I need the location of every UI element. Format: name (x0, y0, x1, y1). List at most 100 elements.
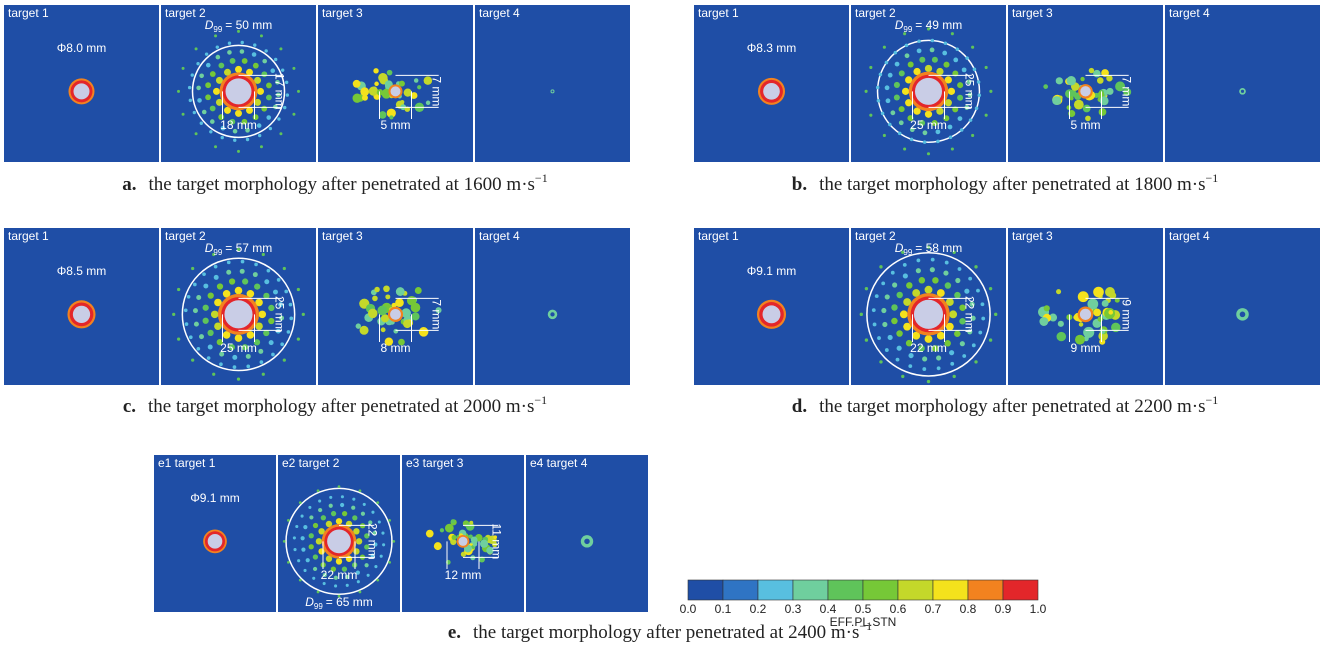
strain-spot (323, 582, 326, 585)
colorbar-tick: 0.6 (890, 602, 907, 616)
strain-spot (233, 139, 236, 142)
strain-spot (1240, 312, 1246, 318)
strain-spot (388, 519, 391, 522)
strain-spot (922, 356, 927, 361)
figure: target 1Φ8.0 mmtarget 2D99= 50 mm17 mm18… (0, 0, 1321, 652)
strain-spot (336, 518, 342, 524)
strain-spot (318, 508, 322, 512)
strain-spot (950, 362, 954, 366)
strain-spot (313, 554, 318, 559)
strain-spot (284, 290, 288, 294)
strain-spot (942, 51, 947, 56)
caption-text: the target morphology after penetrated a… (819, 174, 1205, 195)
strain-spot (892, 282, 897, 287)
strain-spot (879, 265, 882, 268)
strain-spot (73, 306, 90, 323)
target-title: target 1 (698, 229, 739, 243)
strain-spot (262, 373, 265, 376)
strain-spot (283, 540, 286, 543)
colorbar-swatch (828, 580, 863, 600)
strain-spot (411, 303, 421, 313)
strain-spot (336, 558, 342, 564)
diameter-subscript: 99 (314, 602, 323, 611)
strain-spot (240, 49, 245, 54)
strain-spot (399, 81, 405, 87)
strain-spot (211, 311, 219, 319)
target-title: target 4 (1169, 229, 1210, 243)
diameter-symbol: D (205, 18, 214, 32)
strain-spot (957, 82, 963, 88)
strain-spot (895, 62, 900, 67)
diameter-value: = 50 mm (225, 18, 272, 32)
strain-spot (210, 106, 216, 112)
strain-spot (458, 537, 467, 546)
strain-spot (1105, 287, 1115, 297)
strain-spot (233, 365, 237, 369)
strain-spot (191, 73, 194, 76)
caption-label: a. (122, 174, 136, 195)
colorbar-tick: 0.4 (820, 602, 837, 616)
strain-spot (450, 539, 456, 545)
strain-spot (1080, 309, 1091, 320)
strain-spot (373, 68, 378, 73)
target-panel (1008, 5, 1163, 162)
strain-spot (340, 503, 344, 507)
strain-spot (364, 563, 368, 567)
strain-spot (283, 267, 286, 270)
strain-spot (860, 313, 863, 316)
strain-spot (978, 93, 982, 97)
strain-spot (953, 58, 958, 63)
strain-spot (1100, 96, 1109, 105)
strain-spot (260, 34, 263, 37)
strain-spot (185, 322, 189, 326)
strain-spot (885, 85, 890, 90)
strain-spot (969, 118, 973, 122)
colorbar-swatch (898, 580, 933, 600)
strain-spot (289, 317, 293, 321)
strain-spot (208, 345, 213, 350)
strain-spot (434, 542, 442, 550)
strain-spot (196, 62, 199, 65)
strain-spot (184, 308, 188, 312)
strain-spot (316, 538, 322, 544)
strain-spot (763, 305, 781, 323)
horizontal-dimension: 5 mm (381, 118, 411, 132)
strain-spot (473, 542, 477, 546)
target-title: target 3 (1012, 229, 1053, 243)
target-title: target 1 (698, 6, 739, 20)
strain-spot (426, 530, 434, 538)
strain-spot (480, 540, 488, 548)
strain-spot (203, 305, 209, 311)
strain-spot (989, 90, 992, 93)
strain-spot (352, 498, 355, 501)
strain-spot (253, 272, 258, 277)
strain-spot (411, 312, 419, 320)
strain-spot (297, 559, 300, 562)
target-title: target 4 (1169, 6, 1210, 20)
strain-spot (445, 524, 454, 533)
strain-spot (309, 544, 314, 549)
strain-spot (902, 88, 909, 95)
colorbar-tick: 0.7 (925, 602, 942, 616)
strain-spot (917, 39, 921, 43)
strain-spot (894, 82, 900, 88)
strain-spot (391, 86, 401, 96)
strain-spot (1069, 96, 1073, 100)
strain-spot (260, 145, 263, 148)
strain-spot (338, 485, 341, 488)
strain-spot (888, 335, 893, 340)
strain-spot (261, 71, 267, 77)
strain-spot (908, 364, 912, 368)
strain-spot (274, 58, 277, 61)
strain-spot (230, 58, 236, 64)
strain-spot (346, 584, 349, 587)
strain-spot (1067, 76, 1076, 85)
strain-spot (953, 375, 956, 378)
strain-spot (965, 56, 969, 60)
strain-spot (910, 138, 914, 142)
strain-spot (299, 579, 302, 582)
strain-spot (359, 489, 362, 492)
strain-spot (896, 330, 902, 336)
strain-spot (931, 39, 935, 43)
